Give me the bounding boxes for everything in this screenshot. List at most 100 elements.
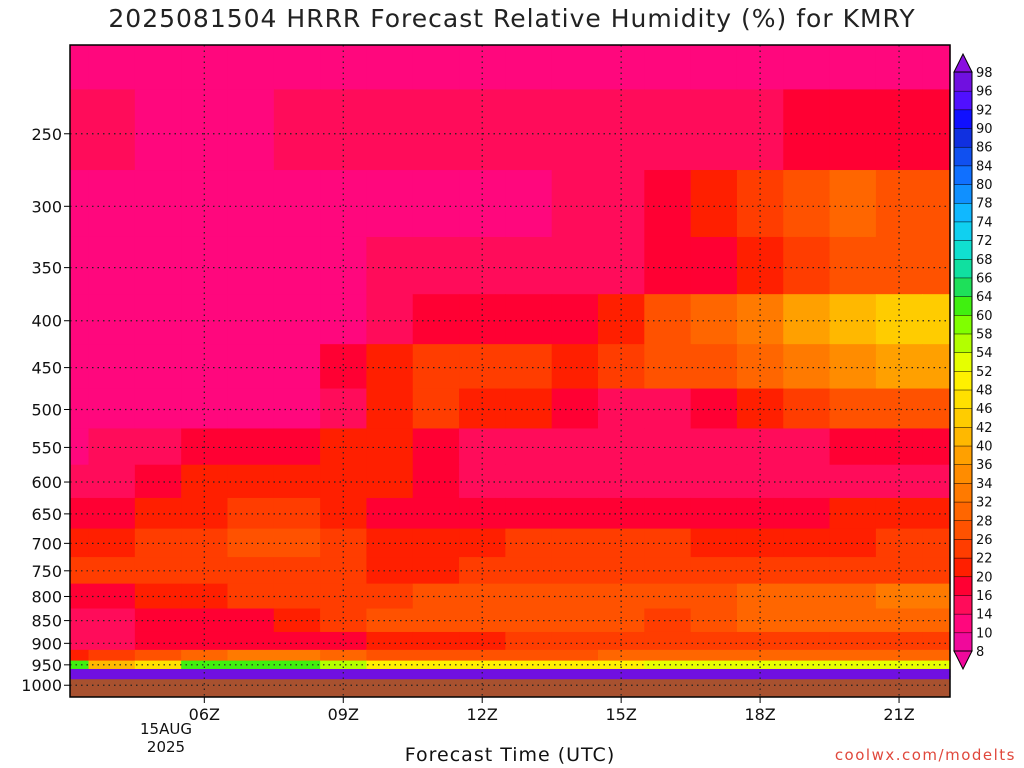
rh-cell <box>412 89 460 171</box>
rh-cell <box>412 668 460 677</box>
credit-link[interactable]: coolwx.com/modelts <box>834 746 1016 764</box>
rh-field <box>70 45 951 680</box>
rh-cell <box>922 89 951 171</box>
colorbar-swatch <box>953 445 973 465</box>
rh-cell <box>459 89 506 171</box>
colorbar-swatch <box>953 407 973 428</box>
rh-cell <box>922 608 951 633</box>
rh-cell <box>320 344 368 390</box>
colorbar-swatch <box>953 90 973 111</box>
colorbar-swatch <box>953 277 973 297</box>
rh-cell <box>227 497 275 530</box>
rh-cell <box>134 236 182 295</box>
y-tick-label: 300 <box>31 197 62 216</box>
y-tick-label: 500 <box>31 401 62 420</box>
rh-cell <box>366 45 414 90</box>
x-tick-label: 12Z <box>467 705 498 724</box>
rh-cell <box>829 428 877 466</box>
rh-cell <box>551 45 599 90</box>
rh-cell <box>922 557 951 585</box>
rh-cell <box>88 428 136 466</box>
rh-cell <box>690 236 738 295</box>
colorbar-label: 14 <box>976 608 993 623</box>
rh-cell <box>505 294 553 345</box>
rh-cell <box>273 89 321 171</box>
rh-cell <box>875 464 923 499</box>
rh-cell <box>644 170 692 238</box>
rh-cell <box>644 428 692 466</box>
colorbar-label: 68 <box>976 253 993 268</box>
rh-cell <box>412 497 460 530</box>
rh-cell <box>273 464 321 499</box>
colorbar-min-arrow <box>953 650 973 671</box>
rh-cell <box>505 497 553 530</box>
rh-cell <box>875 89 923 171</box>
rh-cell <box>134 631 182 651</box>
rh-cell <box>829 557 877 585</box>
rh-cell <box>829 649 877 662</box>
rh-cell <box>412 170 460 238</box>
rh-cell <box>644 676 692 680</box>
colorbar-swatch <box>953 482 973 503</box>
rh-cell <box>644 631 692 651</box>
colorbar-swatch <box>953 333 973 353</box>
rh-cell <box>829 45 877 90</box>
colorbar-label: 52 <box>976 365 993 380</box>
rh-cell <box>922 294 951 345</box>
rh-cell <box>829 660 877 670</box>
rh-cell <box>922 236 951 295</box>
rh-cell <box>783 236 831 295</box>
rh-cell <box>644 528 692 558</box>
rh-cell <box>644 45 692 90</box>
chart-title: 2025081504 HRRR Forecast Relative Humidi… <box>108 4 916 33</box>
rh-cell <box>644 608 692 633</box>
rh-cell <box>227 668 275 677</box>
x-axis-label: Forecast Time (UTC) <box>404 744 616 766</box>
rh-cell <box>366 89 414 171</box>
rh-cell <box>783 294 831 345</box>
rh-cell <box>227 557 275 585</box>
rh-cell <box>412 388 460 430</box>
rh-cell <box>644 497 692 530</box>
rh-cell <box>783 388 831 430</box>
rh-cell <box>320 528 368 558</box>
colorbar-label: 58 <box>976 327 993 342</box>
rh-cell <box>829 388 877 430</box>
rh-cell <box>134 344 182 390</box>
rh-cell <box>551 170 599 238</box>
rh-cell <box>551 528 599 558</box>
rh-cell <box>412 649 460 662</box>
y-tick-label: 700 <box>31 534 62 553</box>
rh-cell <box>736 89 784 171</box>
colorbar-label: 74 <box>976 215 993 230</box>
rh-cell <box>88 608 136 633</box>
rh-cell <box>875 557 923 585</box>
colorbar-swatch <box>953 351 973 372</box>
rh-cell <box>875 170 923 238</box>
rh-cell <box>70 528 90 558</box>
colorbar-label: 32 <box>976 496 993 511</box>
colorbar-swatch <box>953 314 973 335</box>
rh-cell <box>505 344 553 390</box>
colorbar-label: 72 <box>976 234 993 249</box>
colorbar-label: 46 <box>976 402 993 417</box>
colorbar-swatch <box>953 127 973 148</box>
rh-cell <box>227 649 275 662</box>
grid-lines <box>70 45 950 697</box>
rh-cell <box>783 557 831 585</box>
rh-cell <box>181 170 229 238</box>
rh-cell <box>366 649 414 662</box>
rh-cell <box>70 557 90 585</box>
y-axis: 250 300 350 400 450 500 550 600 650 700 750 800 850 9… <box>21 125 70 695</box>
rh-cell <box>551 631 599 651</box>
rh-cell <box>70 170 90 238</box>
rh-cell <box>829 170 877 238</box>
rh-cell <box>644 344 692 390</box>
colorbar-swatch <box>953 71 973 92</box>
rh-cell <box>505 668 553 677</box>
colorbar-swatch <box>953 389 973 409</box>
y-tick-label: 750 <box>31 562 62 581</box>
rh-cell <box>598 170 645 238</box>
rh-cell <box>366 236 414 295</box>
rh-cell <box>320 170 368 238</box>
